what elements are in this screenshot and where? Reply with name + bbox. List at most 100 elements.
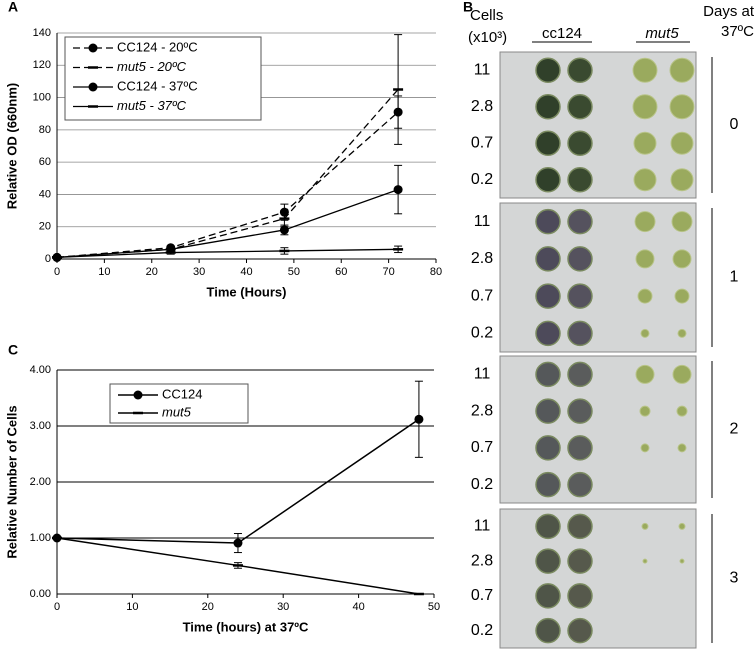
series-line [56, 418, 420, 544]
colony-spot [567, 130, 593, 156]
strain-label: mut5 [645, 25, 679, 42]
colony-spot [567, 167, 593, 193]
y-tick-label: 80 [39, 124, 51, 136]
x-tick-label: 60 [335, 266, 347, 278]
y-tick-label: 4.00 [30, 364, 51, 376]
y-tick-label: 40 [39, 188, 51, 200]
colony-spot [642, 558, 648, 564]
dilution-label: 0.7 [471, 134, 493, 151]
colony-spot [633, 168, 657, 192]
x-tick-label: 50 [288, 266, 300, 278]
dilution-label: 0.2 [471, 622, 493, 639]
panel-label: B [463, 0, 473, 15]
legend-label: mut5 - 20ºC [117, 59, 187, 74]
dilution-label: 11 [474, 366, 491, 383]
x-tick-label: 30 [193, 266, 205, 278]
colony-spot [679, 558, 685, 564]
colony-spot [567, 361, 593, 388]
colony-spot [677, 328, 687, 338]
colony-spot [567, 208, 593, 235]
colony-spot [535, 513, 561, 540]
legend-label: CC124 [162, 386, 202, 401]
colony-spot [640, 443, 650, 453]
colony-spot [674, 288, 690, 304]
colony-spot [672, 249, 692, 269]
days-title: 37ºC [721, 23, 754, 40]
day-label: 0 [730, 116, 739, 133]
colony-spot [567, 471, 593, 498]
x-tick-label: 10 [126, 601, 138, 613]
x-tick-label: 30 [277, 601, 289, 613]
colony-spot [567, 246, 593, 272]
dilution-label: 11 [474, 518, 491, 535]
dilution-label: 2.8 [471, 402, 493, 419]
colony-spot [633, 131, 657, 155]
colony-spot [641, 522, 649, 530]
dilution-label: 0.7 [471, 439, 493, 456]
y-tick-label: 0 [45, 253, 51, 265]
dilution-label: 11 [474, 213, 491, 230]
legend-label: mut5 [162, 404, 192, 419]
dilution-label: 0.2 [471, 171, 493, 188]
colony-spot [670, 168, 694, 192]
series-line [56, 248, 399, 259]
y-tick-label: 100 [33, 91, 51, 103]
colony-spot [639, 405, 651, 417]
plate-photo [499, 508, 697, 649]
legend-label: CC124 - 20ºC [117, 39, 198, 54]
days-title: Days at [703, 3, 755, 20]
y-axis-title: Relative Number of Cells [4, 405, 19, 558]
marker [393, 185, 403, 195]
colony-spot [632, 94, 658, 120]
legend-label: mut5 - 37ºC [117, 98, 187, 113]
cells-unit: (x10³) [468, 29, 507, 46]
colony-spot [567, 320, 593, 347]
strain-label: cc124 [542, 25, 582, 42]
colony-spot [535, 57, 561, 83]
dilution-label: 0.7 [471, 287, 493, 304]
colony-spot [669, 57, 695, 83]
colony-spot [635, 364, 655, 384]
dilution-label: 0.2 [471, 325, 493, 342]
colony-spot [535, 167, 561, 193]
marker [414, 414, 424, 424]
colony-spot [567, 435, 593, 461]
colony-spot [567, 617, 593, 644]
y-tick-label: 2.00 [30, 476, 51, 488]
colony-spot [535, 435, 561, 461]
marker [88, 43, 98, 53]
x-axis-title: Time (hours) at 37ºC [183, 619, 309, 634]
day-label: 3 [730, 570, 739, 587]
marker [279, 225, 289, 235]
colony-spot [567, 94, 593, 120]
y-tick-label: 140 [33, 27, 51, 39]
y-tick-label: 60 [39, 156, 51, 168]
x-tick-label: 20 [146, 266, 158, 278]
dilution-label: 0.2 [471, 476, 493, 493]
y-tick-label: 120 [33, 59, 51, 71]
colony-spot [535, 398, 561, 424]
colony-spot [535, 130, 561, 156]
colony-spot [535, 617, 561, 644]
dilution-label: 2.8 [471, 250, 493, 267]
plate-photo [499, 355, 697, 504]
panel-label: C [8, 342, 18, 358]
x-axis-title: Time (Hours) [207, 284, 287, 299]
colony-spot [567, 583, 593, 609]
plate-photo [499, 51, 697, 199]
x-tick-label: 10 [98, 266, 110, 278]
colony-spot [535, 208, 561, 235]
colony-spot [535, 471, 561, 498]
colony-spot [535, 283, 561, 309]
dilution-label: 0.7 [471, 587, 493, 604]
legend-label: CC124 - 37ºC [117, 78, 198, 93]
marker [233, 538, 243, 548]
plate-photo [499, 202, 697, 353]
panel-label: A [8, 0, 18, 15]
colony-spot [535, 548, 561, 574]
colony-spot [635, 249, 655, 269]
y-tick-label: 0.00 [30, 588, 51, 600]
legend-box [109, 383, 249, 424]
dilution-label: 2.8 [471, 552, 493, 569]
